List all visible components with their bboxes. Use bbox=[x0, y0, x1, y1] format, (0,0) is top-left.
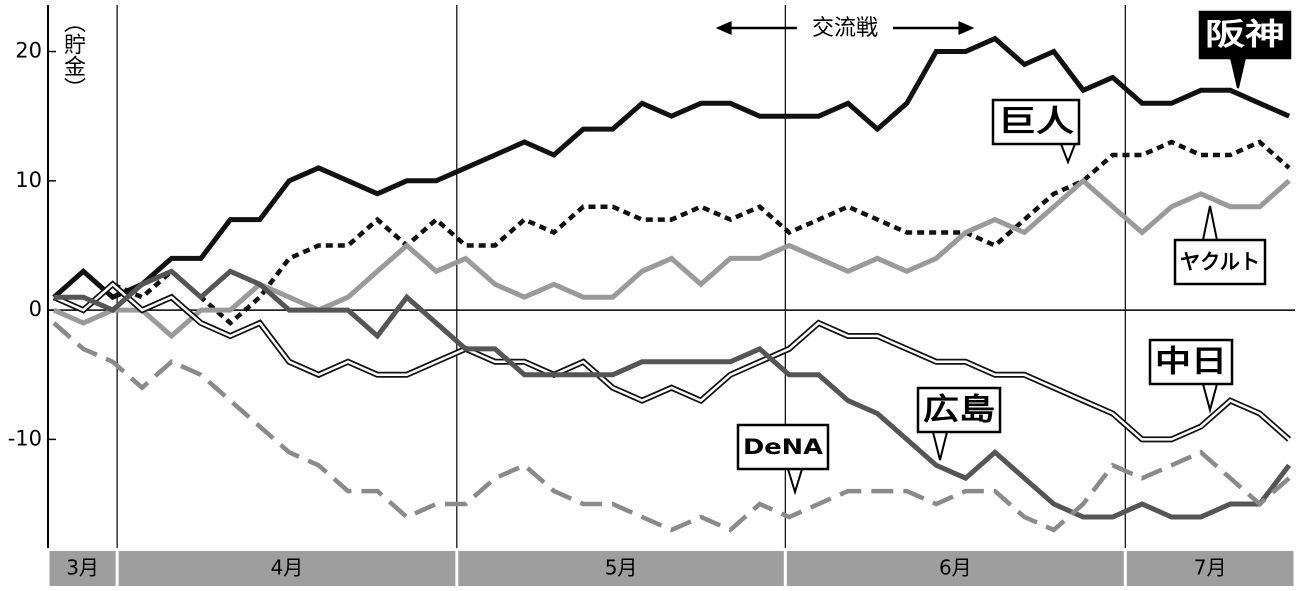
y-tick-label: -10 bbox=[8, 426, 42, 450]
legend-label: DeNA bbox=[743, 435, 824, 459]
callout-pointer bbox=[786, 468, 804, 496]
arrow-label-bg bbox=[797, 14, 894, 42]
legend-item: 広島 bbox=[916, 386, 1002, 461]
callout-pointer bbox=[931, 431, 949, 461]
callout-box bbox=[991, 98, 1081, 146]
month-band bbox=[458, 551, 784, 586]
callout-box bbox=[1148, 338, 1234, 386]
legend-label: ヤクルト bbox=[1180, 250, 1260, 274]
callout-box bbox=[736, 423, 830, 471]
interleague-marker: 交流戦 bbox=[715, 14, 975, 42]
legend-label: 巨人 bbox=[998, 105, 1074, 140]
month-band bbox=[118, 551, 456, 586]
callout-pointer bbox=[1201, 205, 1219, 241]
series-line bbox=[52, 280, 1292, 443]
month-label: 6月 bbox=[939, 556, 972, 580]
callout-pointer bbox=[1229, 57, 1247, 89]
legend-label: 広島 bbox=[923, 393, 995, 428]
legend-item: ヤクルト bbox=[1173, 205, 1267, 286]
y-tick-label: 10 bbox=[15, 168, 42, 192]
callout-box bbox=[916, 386, 1002, 434]
legend-label: 阪神 bbox=[1205, 18, 1285, 53]
series-line bbox=[52, 139, 1291, 326]
series-line bbox=[52, 321, 1291, 533]
month-label: 4月 bbox=[271, 556, 304, 580]
legend-item: 阪神 bbox=[1198, 10, 1292, 89]
y-tick-label: 20 bbox=[15, 39, 42, 63]
month-label: 5月 bbox=[605, 556, 638, 580]
line-inner bbox=[53, 282, 1290, 441]
legend-item: 中日 bbox=[1148, 338, 1234, 414]
arrow-label: 交流戦 bbox=[812, 16, 878, 41]
legend-label: 中日 bbox=[1155, 345, 1227, 380]
callout-pointer bbox=[1059, 143, 1077, 165]
month-label: 7月 bbox=[1194, 556, 1227, 580]
month-label: 3月 bbox=[66, 556, 99, 580]
legend-item: 巨人 bbox=[991, 98, 1081, 165]
series-line bbox=[52, 35, 1291, 301]
month-band bbox=[49, 551, 116, 586]
legend-item: DeNA bbox=[736, 423, 830, 496]
month-band bbox=[1126, 551, 1294, 586]
y-axis-label: （貯金） bbox=[60, 11, 86, 99]
callout-box bbox=[1173, 238, 1267, 286]
series-line bbox=[53, 268, 1292, 520]
callout-box bbox=[1198, 10, 1292, 60]
y-tick-label: 0 bbox=[29, 297, 42, 321]
callout-pointer bbox=[1201, 383, 1219, 414]
month-band bbox=[786, 551, 1124, 586]
